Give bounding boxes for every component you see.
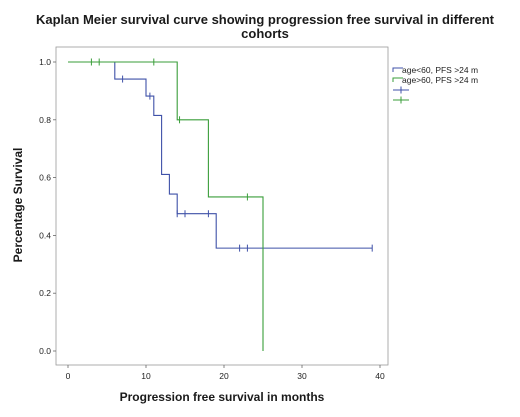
x-tick-label: 20	[219, 371, 229, 381]
x-tick-label: 0	[66, 371, 71, 381]
legend-label: age<60, PFS >24 m	[402, 65, 478, 75]
chart-title-line-1: Kaplan Meier survival curve showing prog…	[36, 12, 495, 27]
y-axis: 0.0 0.2 0.4 0.6 0.8 1.0	[39, 57, 56, 356]
x-tick-label: 30	[297, 371, 307, 381]
y-axis-label: Percentage Survival	[11, 148, 25, 263]
x-axis-label: Progression free survival in months	[120, 390, 325, 404]
plot-frame	[55, 46, 389, 366]
chart-title-line-2: cohorts	[241, 26, 289, 41]
series-line-1	[68, 61, 373, 249]
y-tick-label: 0.8	[39, 115, 51, 125]
y-tick-label: 0.2	[39, 288, 51, 298]
y-tick-label: 0.4	[39, 230, 51, 240]
legend-label: age>60, PFS >24 m	[402, 75, 478, 85]
legend-swatch	[392, 67, 403, 72]
y-tick-label: 0.6	[39, 173, 51, 183]
series-layer	[68, 58, 373, 351]
x-axis: 0 10 20 30 40	[66, 365, 385, 381]
y-tick-label: 1.0	[39, 57, 51, 67]
legend-swatch	[392, 77, 403, 82]
x-tick-label: 10	[141, 371, 151, 381]
x-tick-label: 40	[375, 371, 385, 381]
y-tick-label: 0.0	[39, 346, 51, 356]
series-line-2	[68, 61, 264, 351]
